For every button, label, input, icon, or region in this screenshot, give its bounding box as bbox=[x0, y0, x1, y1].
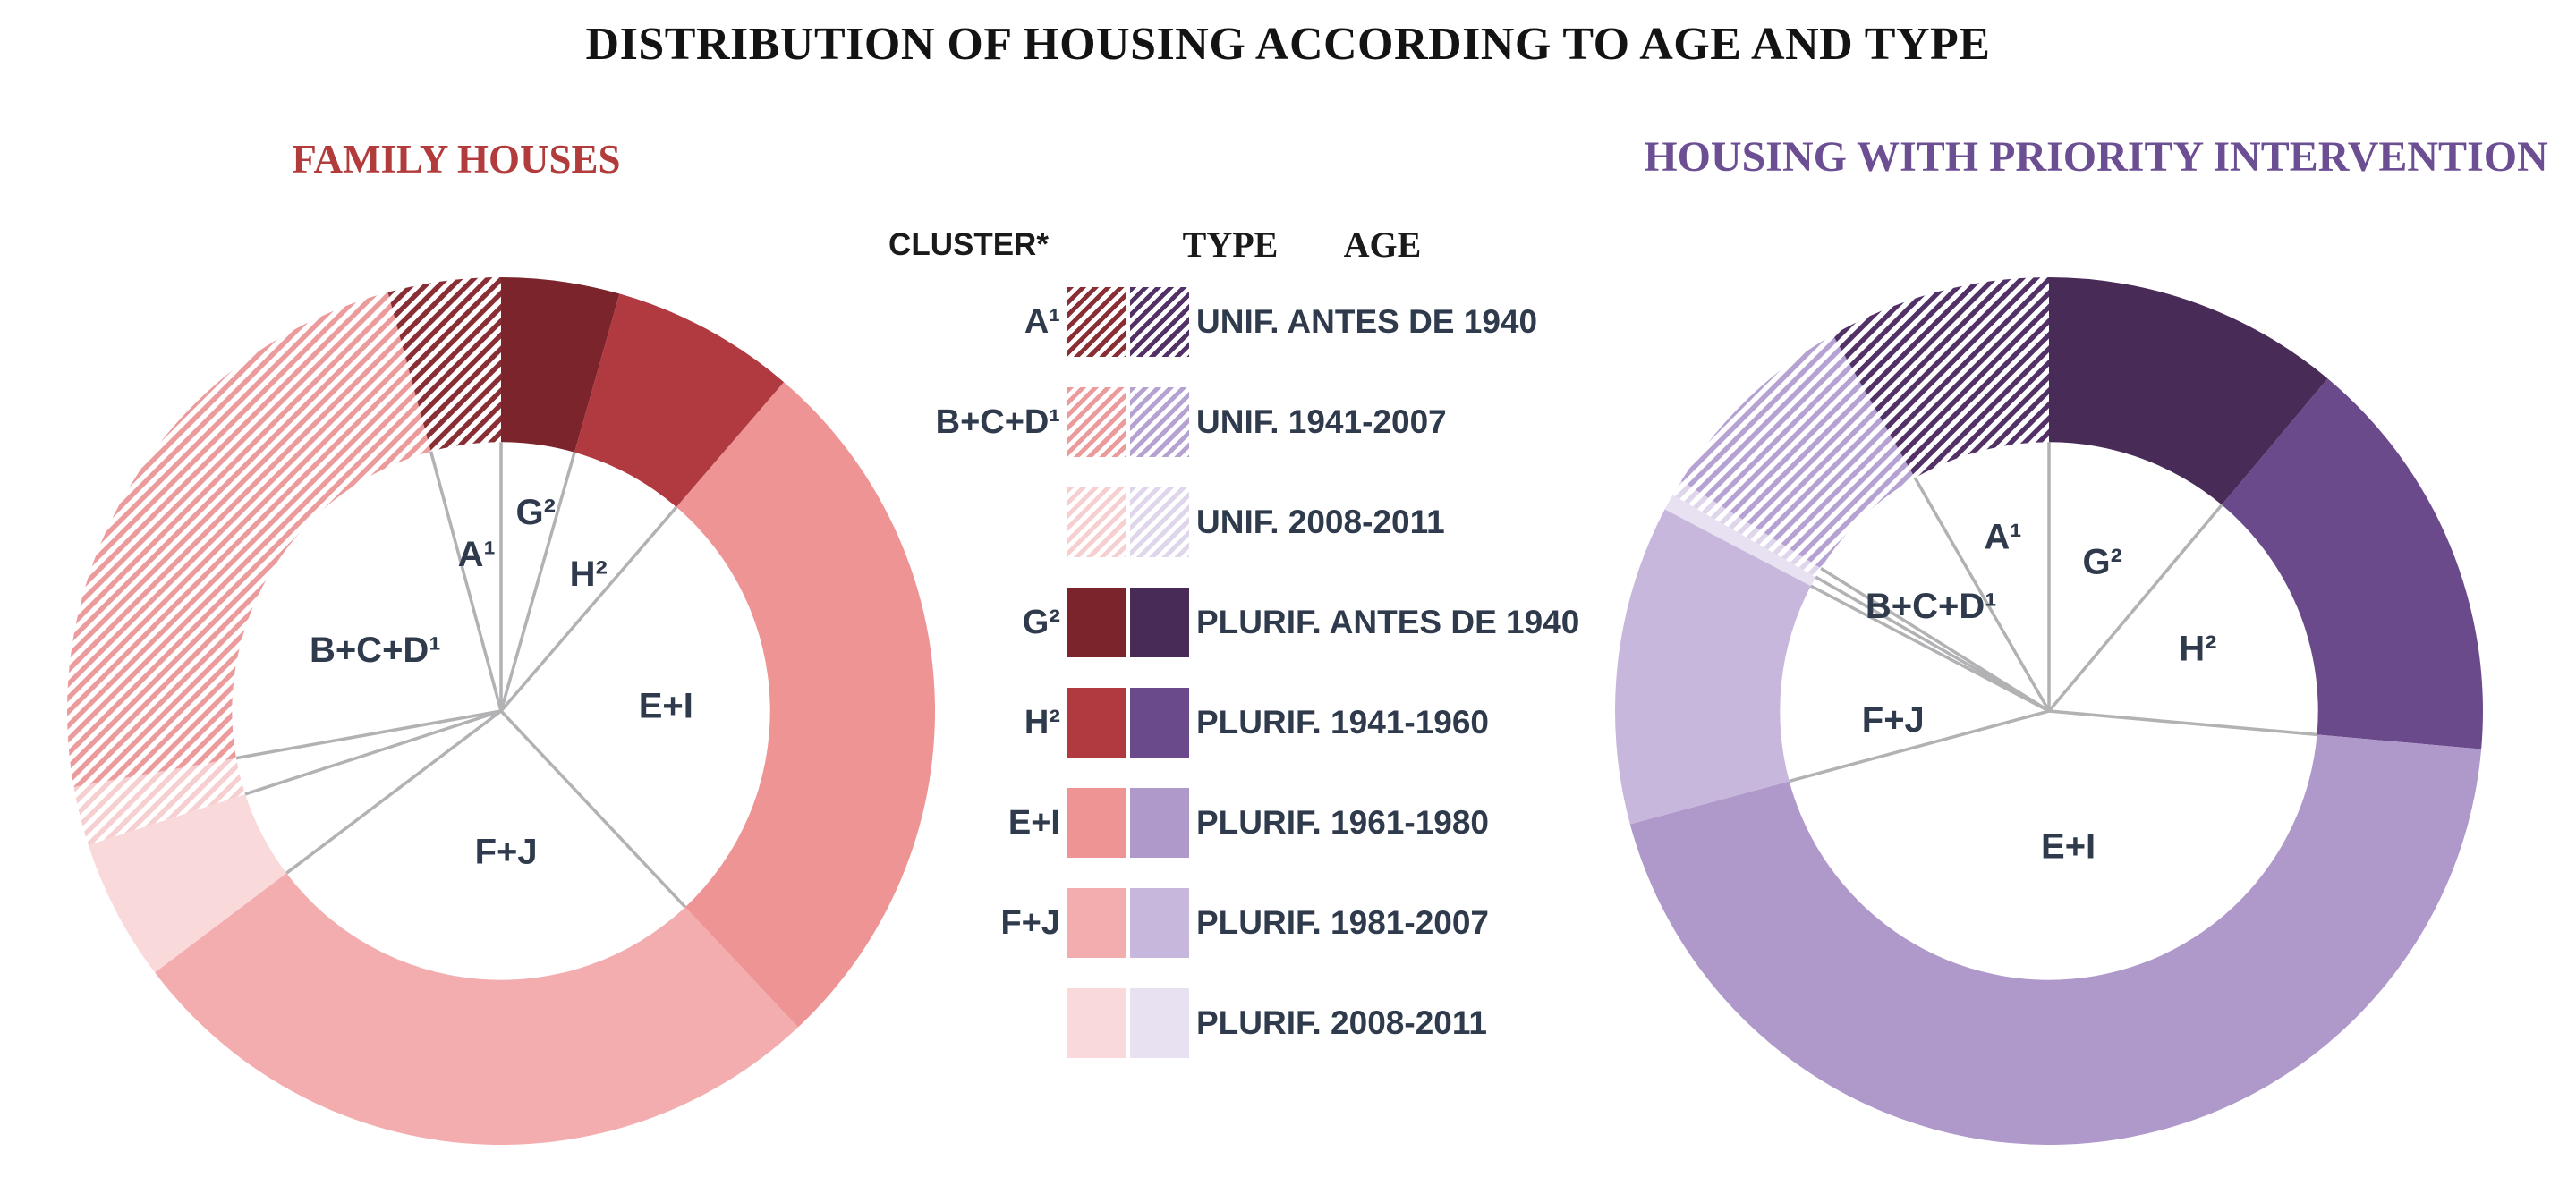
legend-row-unif-antes-de-1940: A¹ UNIF. ANTES DE 1940 bbox=[872, 286, 1537, 358]
family-houses-divider-line bbox=[235, 709, 502, 760]
legend-header-type: TYPE bbox=[1182, 224, 1279, 265]
family-houses-divider-line bbox=[499, 505, 678, 713]
priority-intervention-divider-line bbox=[2048, 709, 2317, 737]
priority-intervention-donut-chart: G² H² E+I F+J B+C+D¹ A¹ bbox=[1614, 277, 2483, 1145]
legend-swatch-priority bbox=[1130, 487, 1189, 557]
legend-row-plurif-1981-2007: F+J PLURIF. 1981-2007 bbox=[872, 887, 1489, 959]
legend-row-plurif-antes-de-1940: G² PLURIF. ANTES DE 1940 bbox=[872, 587, 1579, 658]
priority-intervention-segment-plurif-2008-2011 bbox=[1664, 495, 1816, 587]
family-houses-divider-line bbox=[429, 451, 503, 712]
family-houses-segment-plurif-1961-1980 bbox=[676, 382, 936, 1028]
legend-swatch-family bbox=[1067, 588, 1126, 657]
priority-intervention-label-a: A¹ bbox=[1984, 517, 2021, 556]
family-houses-divider-line bbox=[244, 709, 502, 796]
legend-cluster-label: A¹ bbox=[1024, 302, 1060, 341]
legend-swatch-priority bbox=[1130, 387, 1189, 457]
legend-swatch-priority bbox=[1130, 888, 1189, 958]
priority-intervention-segment-plurif-1981-2007 bbox=[1614, 509, 1811, 825]
priority-intervention-header: HOUSING WITH PRIORITY INTERVENTION bbox=[1644, 133, 2548, 181]
legend-swatch-priority bbox=[1130, 788, 1189, 858]
family-houses-segment-plurif-1941-1960 bbox=[574, 293, 785, 507]
priority-intervention-segment-unif-2008-2011 bbox=[1672, 480, 1822, 578]
priority-intervention-divider-line bbox=[1913, 477, 2051, 712]
priority-intervention-divider-line bbox=[1789, 709, 2050, 783]
priority-intervention-label-h: H² bbox=[2179, 629, 2216, 668]
legend-swatch-family bbox=[1067, 487, 1126, 557]
family-houses-label-a: A¹ bbox=[458, 535, 496, 574]
priority-intervention-segment-unif-antes-de-1940 bbox=[1832, 277, 2049, 478]
legend-age-label: UNIF. 1941-2007 bbox=[1196, 403, 1447, 440]
legend-swatch-priority bbox=[1130, 688, 1189, 758]
legend-age-label: PLURIF. ANTES DE 1940 bbox=[1196, 604, 1580, 640]
priority-intervention-label-b-c-d: B+C+D¹ bbox=[1866, 587, 1997, 626]
legend-swatch-family bbox=[1067, 387, 1126, 457]
legend-age-label: PLURIF. 1981-2007 bbox=[1196, 904, 1490, 941]
legend-swatch-family bbox=[1067, 988, 1126, 1058]
legend-row-plurif-2008-2011: PLURIF. 2008-2011 bbox=[872, 987, 1487, 1059]
legend-cluster-label: H² bbox=[1024, 703, 1060, 741]
family-houses-label-f-j: F+J bbox=[475, 833, 538, 872]
legend-age-label: PLURIF. 1941-1960 bbox=[1196, 704, 1490, 741]
legend-age-label: UNIF. 2008-2011 bbox=[1196, 504, 1445, 540]
legend-row-plurif-1941-1960: H² PLURIF. 1941-1960 bbox=[872, 687, 1489, 758]
legend-age-label: PLURIF. 2008-2011 bbox=[1196, 1004, 1487, 1041]
family-houses-header: FAMILY HOUSES bbox=[292, 137, 621, 182]
legend-swatch-family bbox=[1067, 287, 1126, 357]
family-houses-segment-plurif-2008-2011 bbox=[88, 793, 287, 973]
legend-cluster-label: F+J bbox=[1000, 903, 1060, 942]
family-houses-segment-unif-2008-2011 bbox=[73, 758, 246, 845]
figure-title: DISTRIBUTION OF HOUSING ACCORDING TO AGE… bbox=[585, 19, 1991, 70]
priority-intervention-divider-line bbox=[2047, 504, 2223, 713]
priority-intervention-divider-line bbox=[1809, 584, 2050, 713]
family-houses-label-g: G² bbox=[515, 493, 555, 532]
family-houses-divider-line bbox=[285, 709, 503, 875]
family-houses-label-h: H² bbox=[570, 555, 608, 594]
family-houses-divider-line bbox=[499, 452, 576, 712]
family-houses-segment-unif-1941-2007 bbox=[67, 292, 431, 787]
family-houses-segment-plurif-antes-de-1940 bbox=[501, 277, 620, 453]
legend-age-label: PLURIF. 1961-1980 bbox=[1196, 804, 1490, 841]
priority-intervention-label-g: G² bbox=[2082, 542, 2121, 581]
legend-header-age: AGE bbox=[1343, 224, 1422, 265]
family-houses-segment-plurif-1981-2007 bbox=[155, 873, 799, 1146]
family-houses-divider-line bbox=[499, 709, 687, 909]
family-houses-label-b-c-d: B+C+D¹ bbox=[310, 631, 441, 670]
priority-intervention-label-f-j: F+J bbox=[1862, 700, 1925, 740]
legend-swatch-priority bbox=[1130, 287, 1189, 357]
legend-swatch-family bbox=[1067, 888, 1126, 958]
legend-cluster-label: E+I bbox=[1007, 803, 1060, 842]
legend-swatch-priority bbox=[1130, 988, 1189, 1058]
family-houses-donut-chart: G² H² E+I F+J B+C+D¹ A¹ bbox=[67, 277, 936, 1146]
legend-swatch-family bbox=[1067, 688, 1126, 758]
legend-cluster-label: B+C+D¹ bbox=[935, 402, 1060, 441]
priority-intervention-segment-plurif-1961-1980 bbox=[1629, 734, 2482, 1145]
priority-intervention-divider-line bbox=[1820, 566, 2050, 713]
priority-intervention-segment-plurif-antes-de-1940 bbox=[2049, 277, 2328, 505]
legend-row-unif-1941-2007: B+C+D¹ UNIF. 1941-2007 bbox=[872, 386, 1447, 458]
legend-cluster-label: G² bbox=[1022, 603, 1060, 641]
priority-intervention-segment-plurif-1941-1960 bbox=[2222, 378, 2483, 749]
legend-swatch-family bbox=[1067, 788, 1126, 858]
priority-intervention-divider-line bbox=[1815, 575, 2050, 713]
legend-age-label: UNIF. ANTES DE 1940 bbox=[1196, 303, 1538, 340]
legend-row-unif-2008-2011: UNIF. 2008-2011 bbox=[872, 487, 1445, 558]
legend-swatch-priority bbox=[1130, 588, 1189, 657]
legend-row-plurif-1961-1980: E+I PLURIF. 1961-1980 bbox=[872, 787, 1489, 859]
family-houses-label-e-i: E+I bbox=[639, 686, 693, 725]
priority-intervention-label-e-i: E+I bbox=[2041, 826, 2096, 866]
legend-header-cluster: CLUSTER* bbox=[888, 227, 1049, 262]
family-houses-segment-unif-antes-de-1940 bbox=[387, 277, 501, 452]
priority-intervention-segment-unif-1941-2007 bbox=[1680, 334, 1916, 569]
